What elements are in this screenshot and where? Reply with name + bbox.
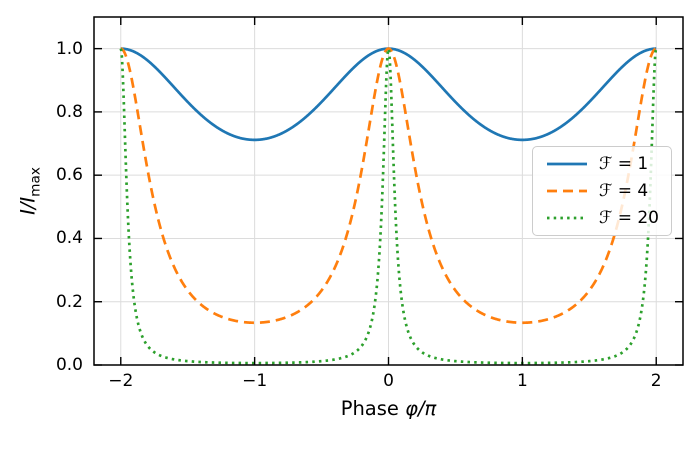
x-tick-label: 2: [650, 371, 662, 391]
y-tick-label: 0.6: [55, 165, 83, 186]
legend: ℱ = 1 ℱ = 4 ℱ = 20: [531, 146, 672, 236]
y-axis-label-main: I/I: [16, 196, 40, 215]
y-tick-label: 0.4: [55, 228, 83, 249]
legend-label: ℱ = 1: [598, 154, 649, 174]
axes-spines: [93, 16, 684, 366]
legend-row: ℱ = 20: [545, 208, 659, 228]
legend-swatch-dotted-line: [546, 216, 587, 220]
x-tick-label: −1: [242, 371, 268, 391]
x-tick-label: 0: [383, 371, 394, 391]
y-tick-label: 1.0: [55, 38, 83, 59]
x-axis-label-text: Phase: [340, 397, 406, 420]
x-axis-label: Phase φ/π: [94, 397, 683, 420]
x-tick-label: 1: [516, 371, 528, 391]
legend-swatch-dashed-line: [546, 189, 587, 193]
legend-label: ℱ = 20: [598, 208, 659, 228]
legend-row: ℱ = 1: [545, 154, 659, 174]
y-tick-label: 0.8: [55, 101, 83, 122]
legend-swatch-solid-line: [546, 162, 587, 166]
y-tick-label: 0.2: [55, 291, 83, 312]
y-tick-label: 0.0: [55, 355, 83, 375]
x-tick-label: −2: [108, 371, 134, 391]
curve-finesse-4: [120, 47, 657, 325]
legend-row: ℱ = 4: [545, 181, 659, 201]
legend-label: ℱ = 4: [598, 181, 649, 201]
x-axis-label-math: φ/π: [405, 397, 437, 420]
